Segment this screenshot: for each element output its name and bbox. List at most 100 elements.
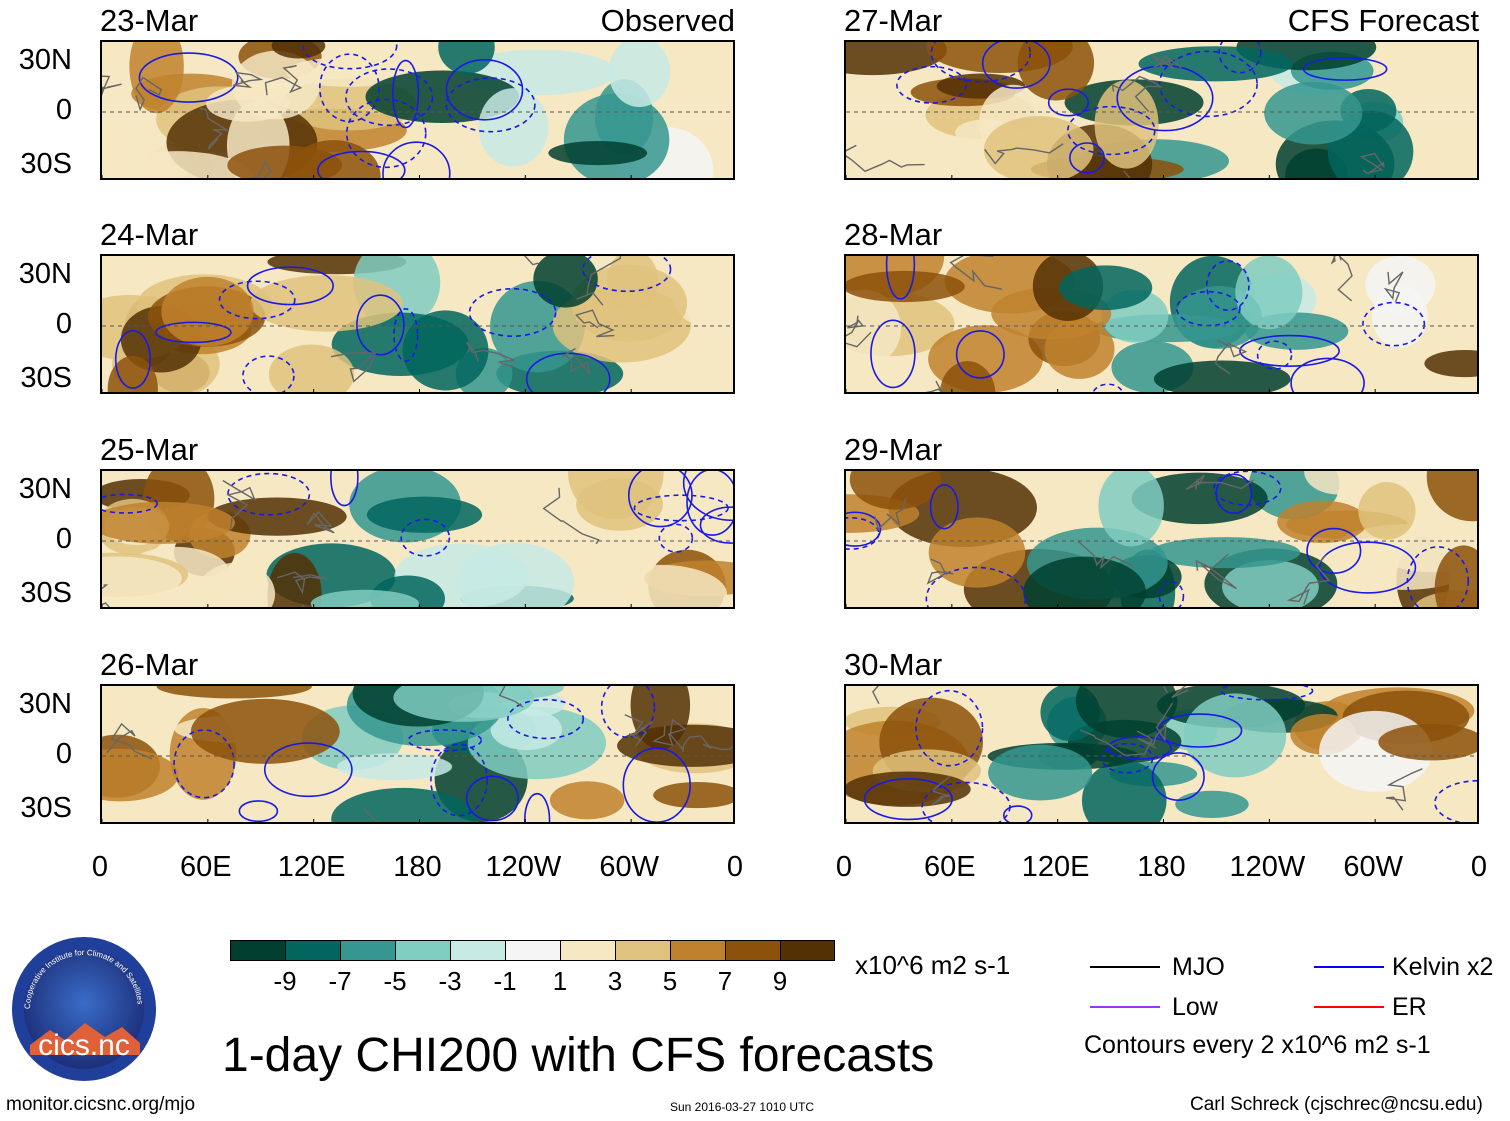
- kelvin-contour: [507, 698, 585, 740]
- anomaly-shade: [156, 686, 312, 699]
- colorbar-tick-label: 7: [717, 966, 733, 996]
- kelvin-contour: [1290, 357, 1365, 392]
- coastline: [874, 498, 907, 531]
- anomaly-shade: [1378, 724, 1477, 761]
- colorbar-tick-label: 3: [607, 966, 623, 996]
- colorbar-swatch: [230, 940, 285, 961]
- anomaly-shade: [674, 271, 733, 326]
- anomaly-shade: [107, 355, 158, 392]
- kelvin-contour: [1318, 541, 1417, 594]
- colorbar-tick-label: -5: [383, 966, 407, 996]
- anomaly-shade: [402, 310, 489, 391]
- kelvin-contour: [523, 792, 551, 822]
- coastline: [330, 352, 377, 383]
- coastline: [1385, 768, 1423, 811]
- anomaly-shade: [1235, 256, 1303, 330]
- lon-label: 0: [91, 851, 109, 883]
- anomaly-shade: [846, 289, 902, 367]
- anomaly-shade: [1438, 165, 1477, 178]
- anomaly-shade: [336, 753, 453, 781]
- coastline: [872, 686, 880, 705]
- kelvin-contour: [929, 484, 959, 530]
- kelvin-contour: [1069, 142, 1106, 174]
- coastline: [102, 75, 122, 96]
- anomaly-shade: [190, 698, 340, 764]
- coastline: [363, 808, 381, 822]
- kelvin-contour: [382, 141, 451, 178]
- kelvin-contour: [302, 42, 398, 70]
- lat-label: 30S: [20, 362, 72, 394]
- anomaly-shade: [271, 42, 326, 59]
- chi200-field-6: [846, 256, 1477, 392]
- coastline: [306, 511, 335, 534]
- anomaly-shade: [1044, 319, 1115, 379]
- footer-url[interactable]: monitor.cicsnc.org/mjo: [6, 1094, 196, 1115]
- kelvin-contour: [870, 319, 916, 389]
- anomaly-shade: [1304, 471, 1373, 495]
- coastline: [1195, 553, 1238, 590]
- chi200-field-2: [102, 256, 733, 392]
- kelvin-contour: [218, 280, 296, 320]
- kelvin-contour: [682, 471, 733, 522]
- colorbar-swatch: [340, 940, 395, 961]
- anomaly-shade: [849, 471, 942, 510]
- anomaly-shade: [594, 564, 728, 607]
- lon-label: 120W: [485, 851, 562, 883]
- coastline: [199, 107, 230, 150]
- kelvin-contour: [981, 42, 1051, 89]
- figure-title: 1-day CHI200 with CFS forecasts: [222, 1029, 935, 1082]
- anomaly-shade: [250, 275, 403, 332]
- anomaly-shade: [549, 781, 625, 820]
- chi200-field-4: [102, 686, 733, 822]
- colorbar-tick-label: 5: [662, 966, 678, 996]
- kelvin-contour: [345, 98, 427, 169]
- anomaly-shade: [1131, 472, 1268, 525]
- lat-label: 30S: [20, 148, 72, 180]
- coastline: [984, 143, 1064, 165]
- map-panel-3: [100, 469, 735, 609]
- anomaly-shade: [1153, 360, 1291, 392]
- anomaly-shade: [393, 686, 535, 722]
- coastline: [575, 309, 615, 338]
- coastline: [1330, 256, 1353, 302]
- coastline: [1152, 54, 1182, 70]
- coastline: [524, 256, 539, 266]
- kelvin-contour: [1218, 42, 1262, 74]
- anomaly-shade: [1222, 560, 1319, 607]
- colorbar-tick-label: 1: [552, 966, 568, 996]
- anomaly-shade: [310, 589, 420, 607]
- colorbar-swatch: [615, 940, 670, 961]
- colorbar-swatch: [780, 940, 835, 961]
- panel-tag-1: Observed: [600, 3, 735, 38]
- kelvin-contour: [1158, 580, 1185, 607]
- kelvin-contour: [1220, 686, 1314, 701]
- anomaly-shade: [1358, 482, 1416, 540]
- lat-label: 30N: [18, 258, 72, 290]
- panel-date-3: 25-Mar: [100, 432, 199, 467]
- kelvin-contour: [686, 471, 733, 536]
- kelvin-contour: [699, 506, 733, 544]
- kelvin-contour: [345, 68, 434, 127]
- legend-kelvin-line: [1314, 966, 1384, 968]
- anomaly-shade: [568, 471, 664, 520]
- lon-label: 180: [1137, 851, 1186, 883]
- cics-logo: Cooperative Institute for Climate and Sa…: [10, 935, 158, 1083]
- kelvin-contour: [330, 471, 359, 507]
- lon-label: 0: [1470, 851, 1488, 883]
- kelvin-contour: [627, 471, 693, 528]
- lat-label: 30S: [20, 577, 72, 609]
- kelvin-contour: [356, 294, 405, 356]
- lon-label: 120E: [277, 851, 346, 883]
- legend-contours: Contours every 2 x10^6 m2 s-1: [1084, 1031, 1431, 1059]
- anomaly-shade: [939, 361, 996, 392]
- kelvin-contour: [173, 729, 235, 799]
- legend-er-label: ER: [1392, 993, 1427, 1021]
- coastline: [624, 714, 653, 747]
- anomaly-shade: [1023, 556, 1146, 607]
- coastline: [1383, 271, 1404, 303]
- kelvin-contour: [393, 308, 419, 362]
- panel-tag-5: CFS Forecast: [1287, 3, 1479, 38]
- anomaly-shade: [227, 145, 343, 178]
- panel-date-5: 27-Mar: [844, 3, 943, 38]
- kelvin-contour: [155, 321, 232, 344]
